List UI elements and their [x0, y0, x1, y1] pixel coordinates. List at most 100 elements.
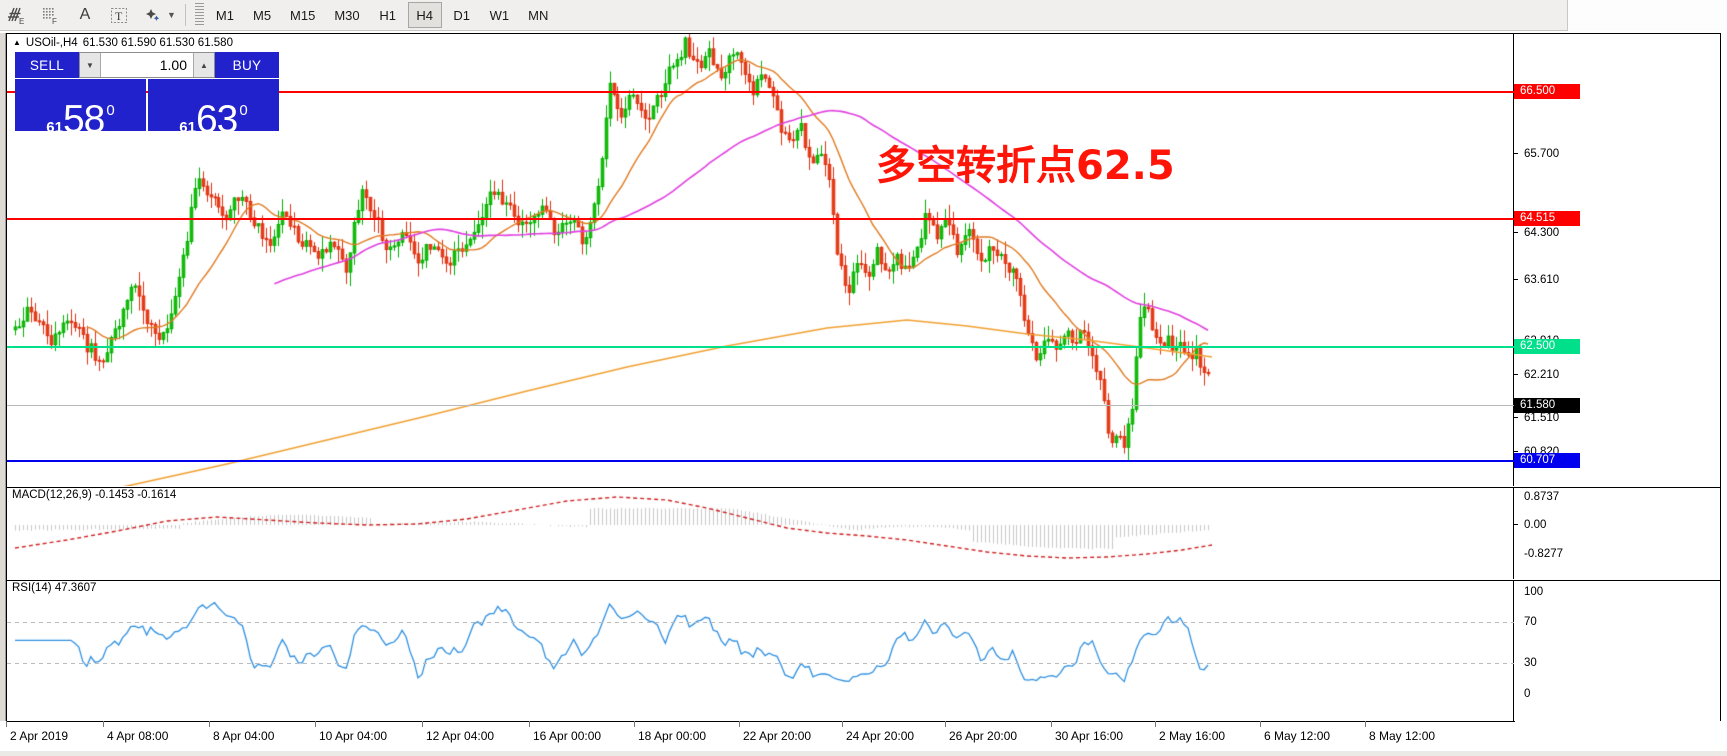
window-bottom-edge [0, 751, 1727, 756]
time-tick [1365, 721, 1366, 727]
symbol-header: ▲ USOil-,H4 61.530 61.590 61.530 61.580 [13, 36, 233, 50]
time-tick [739, 721, 740, 727]
price-level-badge-pivot[interactable]: 62.500 [1514, 339, 1580, 354]
timeframe-d1-button[interactable]: D1 [453, 7, 470, 23]
time-axis-line [6, 721, 1515, 722]
macd-indicator-label[interactable]: MACD(12,26,9) -0.1453 -0.1614 [12, 489, 177, 501]
timeframe-m1-button[interactable]: M1 [215, 7, 234, 23]
svg-text:E: E [19, 17, 24, 25]
sell-button[interactable]: SELL [15, 52, 79, 78]
buy-price-point: 0 [239, 101, 248, 119]
time-tick [1155, 721, 1156, 727]
time-tick [209, 721, 210, 727]
buy-button[interactable]: BUY [215, 52, 279, 78]
rsi-pane[interactable]: RSI(14) 47.3607 100 70 30 0 [7, 580, 1720, 721]
macd-axis-line [1513, 488, 1514, 579]
time-axis-label: 8 Apr 04:00 [213, 729, 275, 743]
sell-price-display[interactable]: 61 58 0 [15, 79, 146, 131]
macd-tick-label: 0.00 [1514, 518, 1720, 532]
price-level-line-pivot[interactable] [7, 346, 1514, 348]
volume-increment-icon[interactable]: ▲ [193, 53, 214, 77]
price-tick-label: 63.610 [1514, 273, 1720, 287]
time-axis-label: 24 Apr 20:00 [846, 729, 915, 743]
indicators-icon[interactable]: E [0, 1, 34, 29]
symbol-ohlc: 61.530 61.590 61.530 61.580 [82, 37, 233, 49]
price-tick-label: 64.300 [1514, 226, 1720, 240]
chart-area[interactable]: ▲ USOil-,H4 61.530 61.590 61.530 61.580 … [6, 33, 1721, 721]
templates-dropdown-arrow-icon[interactable]: ▼ [167, 10, 176, 20]
toolbar-grip-handle[interactable] [194, 3, 204, 27]
one-click-trading-panel[interactable]: SELL ▼ 1.00 ▲ BUY 61 58 0 [15, 52, 279, 131]
time-tick [842, 721, 843, 727]
macd-tick-label: 0.8737 [1524, 491, 1560, 503]
buy-price-prefix: 61 [179, 118, 196, 131]
sell-price-point: 0 [106, 101, 115, 119]
toolbar-divider [184, 4, 186, 26]
time-tick [6, 721, 7, 727]
text-box-icon[interactable]: T [102, 1, 136, 29]
time-tick [529, 721, 530, 727]
timeframe-w1-button[interactable]: W1 [489, 7, 510, 23]
time-tick [945, 721, 946, 727]
volume-stepper[interactable]: ▼ 1.00 ▲ [79, 52, 215, 78]
price-level-badge-resistance[interactable]: 66.500 [1514, 84, 1580, 99]
time-axis-label: 2 May 16:00 [1159, 729, 1226, 743]
rsi-tick-label: 0 [1524, 688, 1531, 700]
chart-left-gutter [0, 33, 6, 721]
time-axis-label: 18 Apr 00:00 [638, 729, 707, 743]
volume-decrement-icon[interactable]: ▼ [80, 53, 101, 77]
rsi-indicator-label[interactable]: RSI(14) 47.3607 [12, 582, 97, 594]
rsi-tick-label: 100 [1524, 586, 1544, 598]
time-axis-label: 2 Apr 2019 [10, 729, 69, 743]
time-axis-label: 10 Apr 04:00 [319, 729, 388, 743]
chart-annotation-text[interactable]: 多空转折点62.5 [876, 143, 1175, 189]
time-axis-label: 12 Apr 04:00 [426, 729, 495, 743]
buy-price-main: 63 [195, 97, 238, 131]
time-axis-label: 22 Apr 20:00 [743, 729, 812, 743]
price-level-badge-last-price[interactable]: 61.580 [1514, 398, 1580, 413]
price-level-line-resistance[interactable] [7, 218, 1514, 220]
time-tick [1051, 721, 1052, 727]
time-axis[interactable]: 2 Apr 2019 4 Apr 08:00 8 Apr 04:00 10 Apr 0… [6, 721, 1721, 756]
buy-price-display[interactable]: 61 63 0 [148, 79, 279, 131]
price-tick-label: 65.700 [1514, 147, 1720, 161]
time-axis-label: 16 Apr 00:00 [533, 729, 602, 743]
price-level-line-support[interactable] [7, 460, 1514, 462]
price-pane[interactable]: ▲ USOil-,H4 61.530 61.590 61.530 61.580 … [7, 34, 1720, 486]
timeframe-m15-button[interactable]: M15 [290, 7, 316, 23]
timeframe-m30-button[interactable]: M30 [334, 7, 360, 23]
price-level-badge-resistance[interactable]: 64.515 [1514, 211, 1580, 226]
timeframe-h1-button[interactable]: H1 [379, 7, 396, 23]
volume-input[interactable]: 1.00 [101, 53, 193, 77]
toolbar-spacer [1567, 0, 1727, 31]
timeframe-m5-button[interactable]: M5 [252, 7, 272, 23]
templates-icon[interactable] [136, 1, 170, 29]
text-label-icon[interactable]: A [79, 6, 91, 23]
price-axis-line [1513, 34, 1514, 486]
collapse-caret-icon[interactable]: ▲ [13, 38, 21, 47]
time-tick [315, 721, 316, 727]
objects-grid-icon[interactable]: F [34, 1, 68, 29]
price-level-badge-support[interactable]: 60.707 [1514, 453, 1580, 468]
rsi-level-line [7, 663, 1514, 664]
main-toolbar: E F A T [0, 0, 1727, 31]
sell-price-main: 58 [62, 97, 105, 131]
rsi-axis-line [1513, 581, 1514, 721]
time-axis-label: 8 May 12:00 [1369, 729, 1436, 743]
timeframe-group: M1 M5 M15 M30 H1 H4 D1 W1 MN [208, 2, 556, 28]
rsi-tick-label: 30 [1524, 657, 1537, 669]
price-level-line-resistance[interactable] [7, 91, 1514, 93]
sell-price-prefix: 61 [46, 118, 63, 131]
macd-pane[interactable]: MACD(12,26,9) -0.1453 -0.1614 0.8737 0.00… [7, 487, 1720, 579]
price-tick-label: 62.210 [1514, 368, 1720, 382]
time-tick [103, 721, 104, 727]
timeframe-h4-button[interactable]: H4 [407, 2, 442, 28]
time-axis-label: 4 Apr 08:00 [107, 729, 169, 743]
svg-text:F: F [52, 17, 57, 25]
time-axis-label: 26 Apr 20:00 [949, 729, 1018, 743]
timeframe-mn-button[interactable]: MN [528, 7, 549, 23]
time-tick [634, 721, 635, 727]
price-level-line-last-price[interactable] [7, 405, 1514, 406]
macd-tick-label: -0.8277 [1524, 548, 1564, 560]
